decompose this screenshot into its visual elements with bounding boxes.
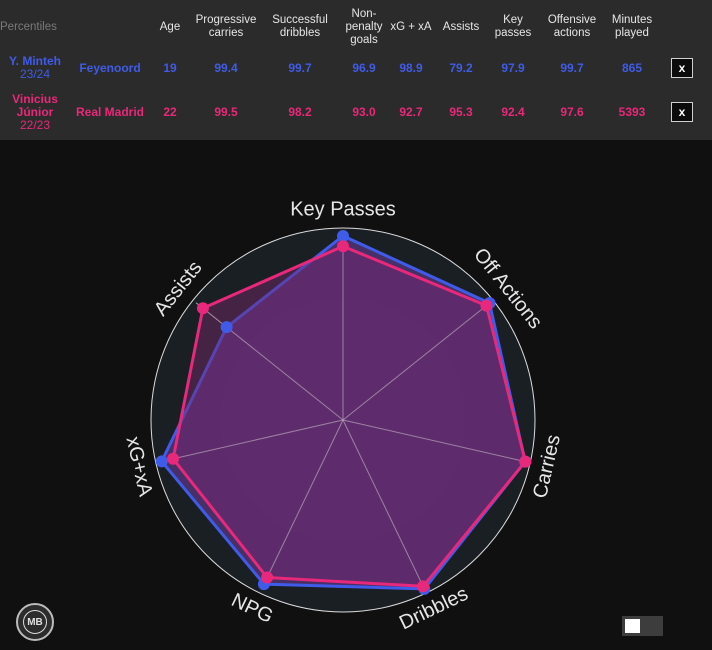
xg-xa-cell: 98.9 [399,60,423,75]
key-passes-cell: 97.9 [501,60,525,75]
xg-xa-cell: 92.7 [399,104,423,119]
remove-cell: x [656,88,708,136]
progressive-carries-cell: 99.5 [214,104,238,119]
header-assists: Assists [442,20,480,33]
header-progressive-carries: Progressive carries [195,14,257,39]
header-team [70,6,150,48]
radar-point [220,321,233,334]
key-passes-cell: 92.4 [501,104,525,119]
radar-axis-label: Carries [529,433,565,501]
radar-point [155,455,168,468]
header-minutes: Minutes played [611,14,653,39]
header-key-passes: Key passes [494,14,532,39]
radar-series-1-area [160,234,527,591]
header-successful-dribbles: Successful dribbles [272,14,328,39]
logo-text: MB [27,616,43,628]
radar-spoke-overlay [342,419,527,463]
radar-point [167,452,180,465]
player-name: Vinicius Júnior [12,91,58,119]
remove-player-button[interactable]: x [671,102,693,122]
toggle-knob [625,619,640,633]
table-row: Vinicius Júnior 22/23 Real Madrid 22 99.… [0,88,708,136]
radar-point [196,302,209,315]
radar-point [417,580,430,593]
radar-point [480,299,493,312]
player-cell: Y. Minteh 23/24 [0,48,70,88]
offensive-actions-cell: 97.6 [560,104,584,119]
mb-logo: MB [16,603,54,641]
npg-cell: 96.9 [352,60,376,75]
radar-spoke-overlay [195,302,344,421]
logo-emblem: MB [23,610,47,634]
header-xg-xa: xG + xA [390,20,432,33]
remove-player-button[interactable]: x [671,58,693,78]
progressive-carries-cell: 99.4 [214,60,238,75]
age-cell: 22 [163,104,177,119]
player-season: 22/23 [19,117,51,132]
minutes-cell: 5393 [618,104,646,119]
radar-series-2-area [171,244,527,588]
team-cell: Feyenoord [79,60,141,75]
radar-spoke-overlay [342,302,491,421]
header-percentiles: Percentiles [0,20,57,33]
player-season: 23/24 [19,67,51,81]
radar-chart-area: Key Passes Off Actions Carries Dribbles NPG x… [0,140,712,650]
table-row: Y. Minteh 23/24 Feyenoord 19 99.4 99.7 9… [0,48,708,88]
comparison-table-panel: Percentiles Age Progressive carries Succ… [0,0,712,140]
radar-spoke-overlay [159,419,344,463]
successful-dribbles-cell: 99.7 [288,60,312,75]
team-cell: Real Madrid [75,104,144,119]
minutes-cell: 865 [621,60,643,75]
player-cell: Vinicius Júnior 22/23 [0,88,70,136]
theme-toggle[interactable] [622,616,663,636]
assists-cell: 95.3 [449,104,473,119]
offensive-actions-cell: 99.7 [560,60,584,75]
radar-spoke-overlay [260,419,344,590]
radar-point [261,571,274,584]
radar-spoke-overlay [342,419,426,590]
radar-point [519,455,532,468]
player-name: Y. Minteh [8,54,61,68]
radar-point [337,229,349,242]
radar-point [337,240,349,253]
radar-axis-label: xG+xA [121,435,156,500]
assists-cell: 79.2 [449,60,473,75]
header-actions [656,6,708,48]
successful-dribbles-cell: 98.2 [288,104,312,119]
header-npg: Non-penalty goals [345,7,383,46]
comparison-table: Percentiles Age Progressive carries Succ… [0,6,708,136]
npg-cell: 93.0 [352,104,376,119]
header-age: Age [159,20,181,33]
age-cell: 19 [163,60,177,75]
radar-axis-label: Key Passes [290,198,396,220]
remove-cell: x [656,48,708,88]
header-offensive-actions: Offensive actions [547,14,597,39]
